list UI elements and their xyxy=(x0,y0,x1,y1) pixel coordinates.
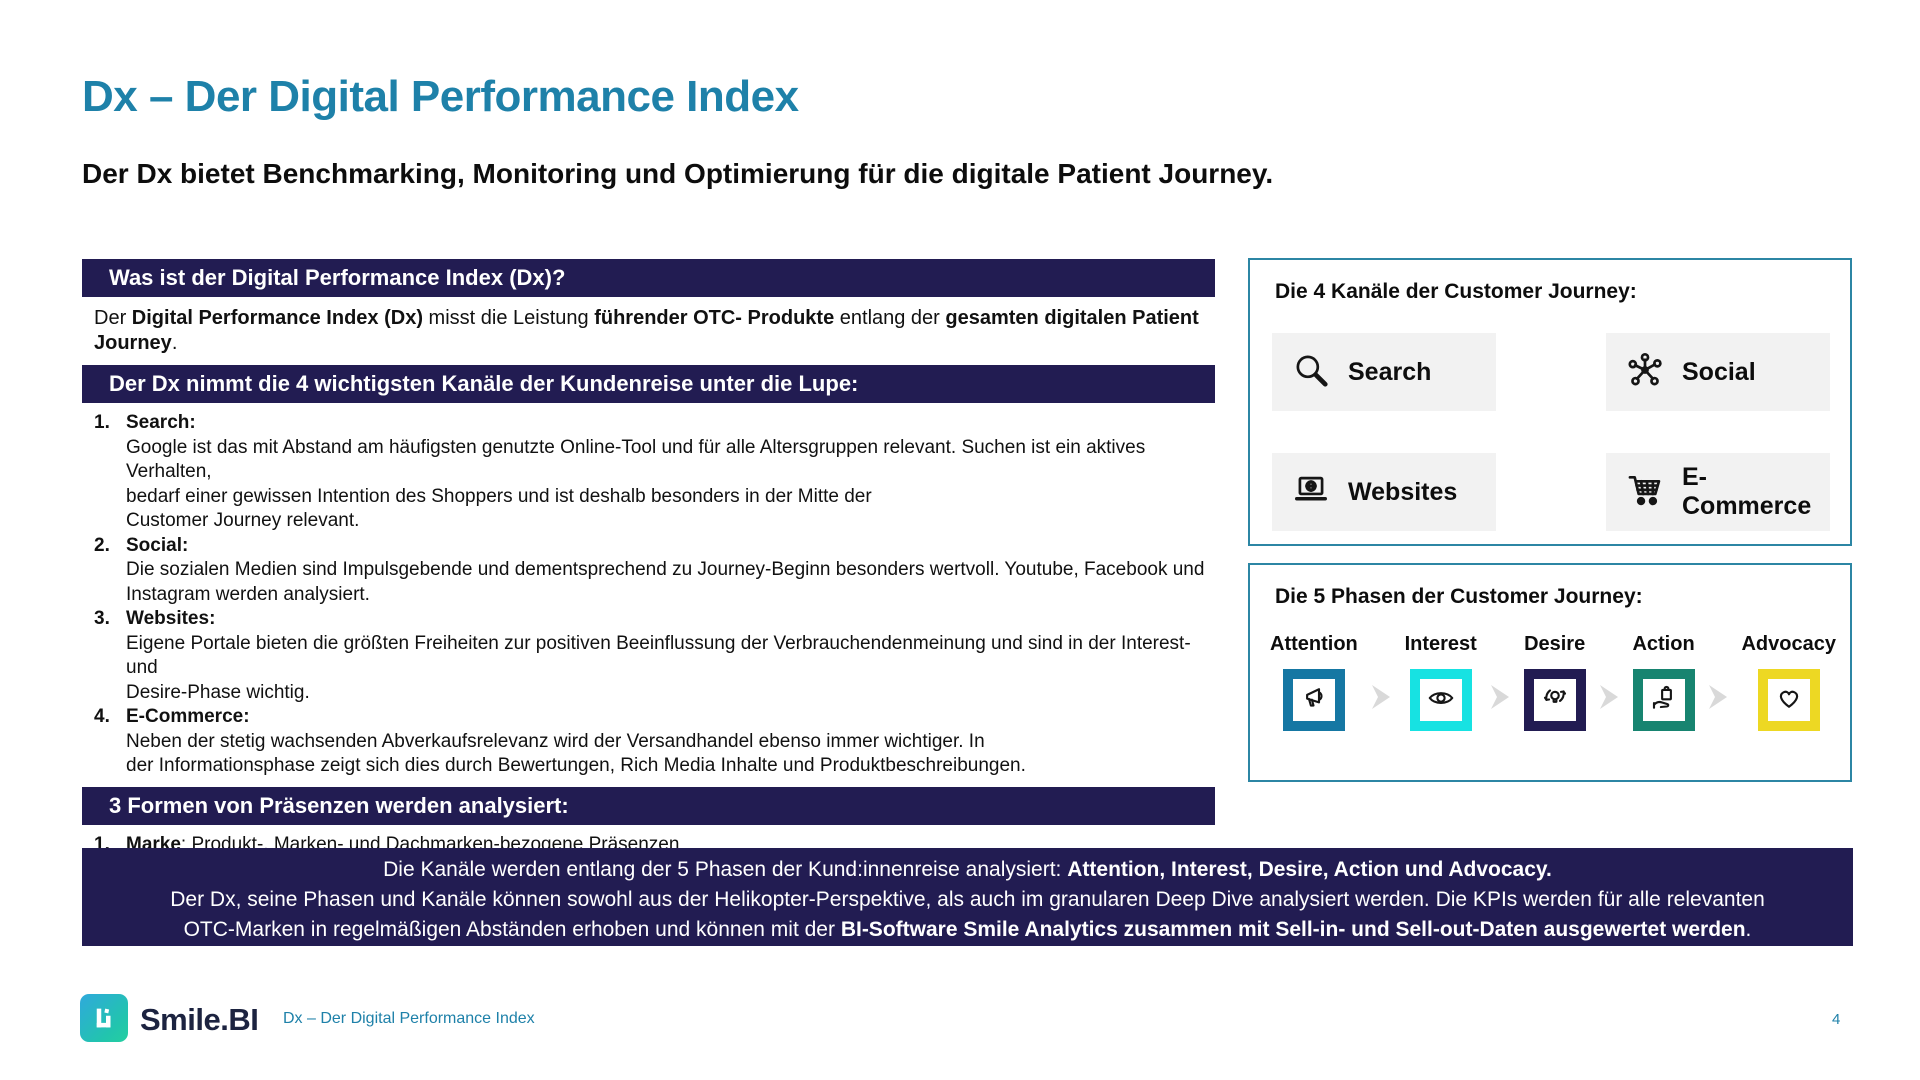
websites-icon xyxy=(1292,471,1330,514)
idea-icon xyxy=(1540,683,1570,718)
list-item-term: Websites: xyxy=(126,608,216,629)
list-item-term: Social: xyxy=(126,534,189,556)
list-item-line: Instagram werden analysiert. xyxy=(126,583,370,605)
arrow-right-icon xyxy=(1596,682,1622,717)
summary-text: OTC-Marken in regelmäßigen Abständen erh… xyxy=(183,918,841,941)
phase-box xyxy=(1409,669,1472,731)
hand-bag-icon xyxy=(1649,683,1679,718)
phase-label: Interest xyxy=(1404,633,1477,655)
list-item: 2. Social: Die sozialen Medien sind Impu… xyxy=(82,534,1215,608)
intro-seg: entlang der xyxy=(834,307,946,329)
list-item-line: Google ist das mit Abstand am häufigsten… xyxy=(126,436,1146,483)
phase-attention: Attention xyxy=(1270,633,1358,731)
channel-tile-label: E-Commerce xyxy=(1682,463,1812,520)
summary-box: Die Kanäle werden entlang der 5 Phasen d… xyxy=(82,848,1853,946)
list-item-number: 4. xyxy=(94,706,110,727)
list-item-line: der Informationsphase zeigt sich dies du… xyxy=(126,755,1026,776)
phase-box xyxy=(1282,669,1345,731)
list-item-number: 3. xyxy=(94,608,110,629)
list-item-number: 2. xyxy=(94,534,110,556)
summary-text-bold: Attention, Interest, Desire, Action und … xyxy=(1067,858,1552,881)
channels-list: 1. Search: Google ist das mit Abstand am… xyxy=(82,411,1215,779)
smile-bi-logo xyxy=(80,994,128,1042)
list-item: 1. Search: Google ist das mit Abstand am… xyxy=(82,411,1215,534)
phase-label: Desire xyxy=(1524,633,1586,655)
megaphone-icon xyxy=(1299,683,1329,718)
list-item-line: bedarf einer gewissen Intention des Shop… xyxy=(126,485,872,507)
heart-icon xyxy=(1774,683,1804,718)
phase-interest: Interest xyxy=(1405,633,1477,731)
page-number: 4 xyxy=(1832,1011,1841,1028)
intro-seg: misst die Leistung xyxy=(422,307,595,329)
list-item-line: Die sozialen Medien sind Impulsgebende u… xyxy=(126,559,1205,580)
summary-text: Die Kanäle werden entlang der 5 Phasen d… xyxy=(383,858,1068,881)
list-item-body: Websites: Eigene Portale bieten die größ… xyxy=(126,607,1215,705)
list-item-number: 1. xyxy=(94,412,110,433)
list-item-body: E-Commerce: Neben der stetig wachsenden … xyxy=(126,705,1215,779)
channel-tile-social: Social xyxy=(1606,333,1830,411)
intro-seg: . xyxy=(171,332,178,354)
section-header-what-is: Was ist der Digital Performance Index (D… xyxy=(82,259,1215,297)
channel-tile-label: Websites xyxy=(1348,477,1458,506)
list-item-line: Eigene Portale bieten die größten Freihe… xyxy=(126,632,1191,679)
channel-tile-websites: Websites xyxy=(1272,453,1496,531)
phase-box xyxy=(1523,669,1586,731)
arrow-right-icon xyxy=(1487,682,1513,717)
list-item-line: Customer Journey relevant. xyxy=(126,510,360,531)
section-header-channels: Der Dx nimmt die 4 wichtigsten Kanäle de… xyxy=(82,365,1215,403)
footer-brand: Smile.BI xyxy=(140,1002,259,1037)
list-item-line: Neben der stetig wachsenden Abverkaufsre… xyxy=(126,730,985,752)
phase-advocacy: Advocacy xyxy=(1741,633,1836,731)
list-item-term: Search: xyxy=(126,412,196,433)
summary-line: OTC-Marken in regelmäßigen Abständen erh… xyxy=(82,915,1853,945)
ecommerce-icon xyxy=(1626,471,1664,514)
phase-action: Action xyxy=(1632,633,1695,731)
list-item: 4. E-Commerce: Neben der stetig wachsend… xyxy=(82,705,1215,779)
search-icon xyxy=(1292,351,1330,394)
phases-panel: Die 5 Phasen der Customer Journey: Atten… xyxy=(1248,563,1852,782)
social-icon xyxy=(1626,351,1664,394)
summary-text: . xyxy=(1745,918,1752,941)
phase-box xyxy=(1757,669,1820,731)
section-header-forms: 3 Formen von Präsenzen werden analysiert… xyxy=(82,786,1215,825)
arrow-right-icon xyxy=(1368,682,1394,717)
eye-icon xyxy=(1426,683,1456,718)
channels-panel: Die 4 Kanäle der Customer Journey: Searc… xyxy=(1248,258,1852,546)
list-item-term: E-Commerce: xyxy=(126,706,250,727)
list-item: 3. Websites: Eigene Portale bieten die g… xyxy=(82,607,1215,705)
phase-label: Attention xyxy=(1270,633,1358,655)
list-item-body: Social: Die sozialen Medien sind Impulsg… xyxy=(126,534,1215,608)
intro-seg-bold: gesamten digitalen Patient Journey xyxy=(94,307,1199,354)
phase-label: Advocacy xyxy=(1741,633,1836,655)
intro-seg-bold: führender OTC- Produkte xyxy=(594,307,835,329)
channel-tile-label: Search xyxy=(1348,357,1432,386)
phase-label: Action xyxy=(1632,633,1695,655)
intro-seg: Der xyxy=(94,307,132,329)
page-title: Dx – Der Digital Performance Index xyxy=(82,72,799,121)
intro-seg-bold: Digital Performance Index (Dx) xyxy=(131,307,423,329)
list-item-body: Search: Google ist das mit Abstand am hä… xyxy=(126,411,1215,534)
summary-line: Die Kanäle werden entlang der 5 Phasen d… xyxy=(82,855,1853,885)
channels-panel-title: Die 4 Kanäle der Customer Journey: xyxy=(1275,280,1637,303)
arrow-right-icon xyxy=(1705,682,1731,717)
channel-tile-ecommerce: E-Commerce xyxy=(1606,453,1830,531)
phases-row: Attention Interest xyxy=(1270,633,1836,731)
phase-box xyxy=(1632,669,1695,731)
footer-doc-title: Dx – Der Digital Performance Index xyxy=(283,1010,535,1027)
list-item-line: Desire-Phase wichtig. xyxy=(126,681,310,703)
intro-paragraph: Der Digital Performance Index (Dx) misst… xyxy=(94,306,1215,356)
page-subtitle: Der Dx bietet Benchmarking, Monitoring u… xyxy=(82,158,1274,189)
phases-panel-title: Die 5 Phasen der Customer Journey: xyxy=(1275,585,1643,608)
channel-tile-label: Social xyxy=(1682,357,1756,386)
phase-desire: Desire xyxy=(1523,633,1586,731)
summary-text-bold: BI-Software Smile Analytics zusammen mit… xyxy=(840,918,1746,941)
left-column: Was ist der Digital Performance Index (D… xyxy=(82,259,1215,910)
summary-line: Der Dx, seine Phasen und Kanäle können s… xyxy=(170,888,1765,911)
channel-tile-search: Search xyxy=(1272,333,1496,411)
